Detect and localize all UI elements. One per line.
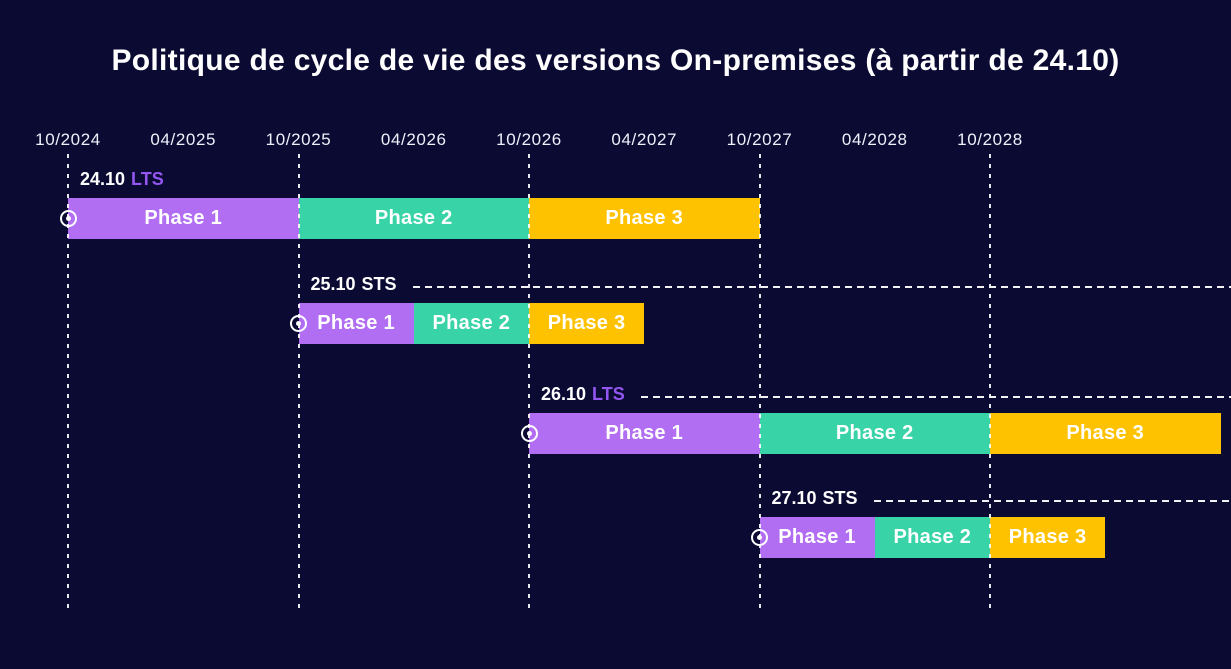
phase-bar-26.10-2: Phase 2 — [759, 413, 990, 454]
vertical-gridline — [67, 154, 69, 614]
phase-label: Phase 1 — [605, 422, 684, 444]
phase-label: Phase 3 — [1066, 422, 1145, 444]
vertical-gridline — [758, 154, 761, 614]
version-number: 26.10 — [541, 384, 587, 404]
vertical-gridline — [528, 154, 530, 614]
axis-tick-label: 04/2028 — [841, 130, 908, 149]
channel-badge: STS — [361, 274, 397, 294]
phase-label: Phase 1 — [144, 207, 223, 229]
phase-bar-26.10-1: Phase 1 — [529, 413, 760, 454]
axis-tick-label: 10/2027 — [726, 130, 793, 149]
phase-label: Phase 3 — [1008, 526, 1087, 548]
phase-bar-26.10-3: Phase 3 — [990, 413, 1221, 454]
axis-tick-label: 04/2026 — [380, 130, 447, 149]
phase-bar-27.10-1: Phase 1 — [759, 517, 875, 558]
axis-tick-label: 10/2028 — [957, 130, 1023, 149]
phase-bar-25.10-1: Phase 1 — [298, 303, 414, 344]
version-label: 27.10 STS — [772, 487, 858, 509]
phase-bar-27.10-3: Phase 3 — [990, 517, 1106, 558]
version-label: 24.10 LTS — [80, 168, 164, 190]
trailing-dashed-line — [874, 500, 1231, 502]
phase-bar-25.10-3: Phase 3 — [529, 303, 645, 344]
phase-label: Phase 2 — [835, 422, 914, 444]
trailing-dashed-line — [413, 286, 1231, 288]
phase-bar-27.10-2: Phase 2 — [874, 517, 990, 558]
release-start-marker-icon — [59, 210, 77, 227]
phase-label: Phase 3 — [605, 207, 684, 229]
version-number: 24.10 — [80, 169, 126, 189]
axis-tick-label: 04/2025 — [150, 130, 217, 149]
release-start-marker-icon — [520, 425, 538, 442]
version-label: 25.10 STS — [311, 273, 397, 295]
phase-label: Phase 2 — [893, 526, 972, 548]
phase-label: Phase 1 — [317, 312, 395, 334]
phase-bar-24.10-2: Phase 2 — [298, 198, 529, 239]
phase-label: Phase 3 — [547, 312, 626, 334]
axis-tick-label: 10/2026 — [496, 130, 562, 149]
release-start-marker-icon — [290, 315, 307, 332]
phase-bar-25.10-2: Phase 2 — [413, 303, 529, 344]
trailing-dashed-line — [641, 396, 1231, 398]
phase-bar-24.10-1: Phase 1 — [68, 198, 299, 239]
version-number: 25.10 — [310, 274, 356, 294]
phase-label: Phase 2 — [432, 312, 511, 334]
phase-label: Phase 2 — [374, 207, 453, 229]
release-start-marker-icon — [751, 529, 768, 546]
vertical-gridline — [989, 154, 991, 614]
axis-tick-label: 10/2024 — [35, 130, 101, 149]
axis-tick-label: 10/2025 — [265, 130, 332, 149]
axis-tick-label: 04/2027 — [611, 130, 678, 149]
page-title: Politique de cycle de vie des versions O… — [111, 44, 1120, 77]
channel-badge: STS — [822, 488, 858, 508]
channel-badge: LTS — [131, 169, 164, 189]
phase-bar-24.10-3: Phase 3 — [529, 198, 760, 239]
phase-label: Phase 1 — [778, 526, 856, 548]
channel-badge: LTS — [592, 384, 625, 404]
version-label: 26.10 LTS — [541, 383, 625, 405]
version-number: 27.10 — [771, 488, 817, 508]
vertical-gridline — [297, 154, 300, 614]
